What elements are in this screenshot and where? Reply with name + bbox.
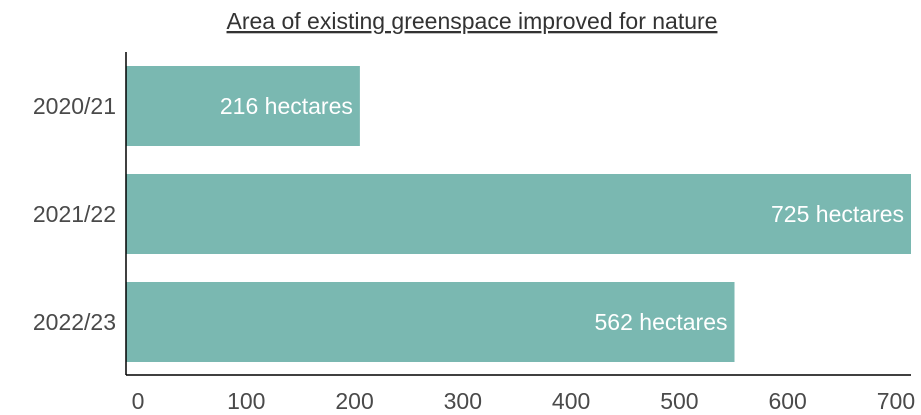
bars-layer [126,66,911,362]
bar-labels-layer: 216 hectares 725 hectares 562 hectares [220,93,904,335]
bar-data-label: 216 hectares [220,93,353,119]
y-axis: 2020/21 2021/22 2022/23 [33,52,127,375]
y-tick-label: 2022/23 [33,309,116,335]
x-tick-label: 300 [444,388,482,414]
x-tick-label: 200 [335,388,373,414]
x-axis: 0 100 200 300 400 500 600 700 [126,374,915,414]
chart-title: Area of existing greenspace improved for… [227,8,718,34]
x-tick-label: 500 [660,388,698,414]
bar-2020-21 [126,66,360,146]
y-tick-label: 2020/21 [33,93,116,119]
x-tick-label: 600 [768,388,806,414]
x-tick-label: 100 [227,388,265,414]
bar-data-label: 725 hectares [771,201,904,227]
x-tick-label: 0 [132,388,145,414]
bar-2021-22 [126,174,911,254]
x-tick-label: 700 [877,388,915,414]
y-tick-label: 2021/22 [33,201,116,227]
bar-data-label: 562 hectares [595,309,728,335]
x-tick-label: 400 [552,388,590,414]
bar-2022-23 [126,282,735,362]
